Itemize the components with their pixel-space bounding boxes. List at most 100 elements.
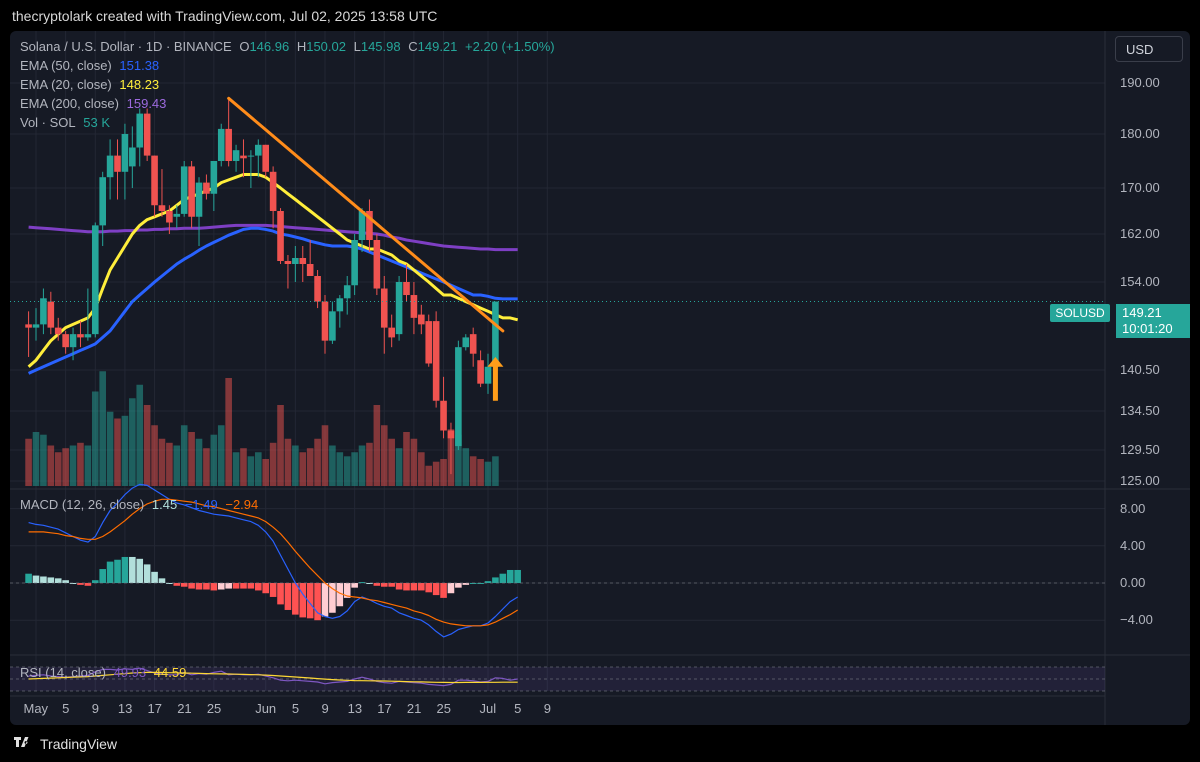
candle-body	[440, 400, 447, 431]
date-tick-label: 17	[147, 701, 163, 716]
candle-body	[255, 144, 262, 156]
candle-body	[484, 366, 492, 384]
symbol-price-tag: SOLUSD	[1050, 304, 1110, 322]
volume-bar	[143, 405, 151, 486]
volume-bar	[306, 448, 314, 486]
macd-histogram-bar	[499, 573, 507, 583]
macd-signal-line	[28, 498, 519, 627]
volume-bar	[314, 438, 321, 486]
candle-body	[121, 134, 129, 172]
volume-value: 53 K	[83, 115, 111, 130]
low-value: 145.98	[360, 39, 401, 54]
candle-body	[284, 261, 292, 264]
date-tick-label: 9	[91, 701, 99, 716]
macd-histogram-bar	[25, 573, 32, 583]
macd-histogram-bar	[395, 583, 403, 590]
macd-histogram-bar	[69, 583, 77, 584]
rsi-line	[28, 667, 518, 687]
candle-body	[388, 327, 395, 338]
chart-canvas[interactable]	[10, 31, 1190, 725]
macd-signal-value: −2.94	[225, 497, 259, 512]
macd-histogram-bar	[343, 583, 351, 598]
macd-histogram-bar	[388, 583, 395, 587]
candle-body	[380, 288, 388, 328]
macd-histogram-bar	[54, 578, 62, 583]
volume-bar	[180, 425, 188, 486]
volume-legend[interactable]: Vol · SOL 53 K	[20, 115, 114, 130]
volume-bar	[321, 425, 329, 486]
candle-body	[106, 155, 114, 178]
volume-bar	[151, 425, 158, 486]
volume-bar	[462, 448, 470, 486]
macd-histogram-bar	[129, 556, 136, 583]
date-tick-label: 9	[321, 701, 329, 716]
macd-histogram-bar	[403, 583, 410, 591]
volume-bar	[432, 461, 440, 486]
rsi-ma-value: 44.59	[153, 665, 187, 680]
close-value: 149.21	[417, 39, 458, 54]
volume-bar	[84, 445, 92, 486]
macd-histogram-bar	[210, 583, 218, 591]
volume-bar	[40, 434, 47, 486]
macd-hist-value: 1.45	[151, 497, 178, 512]
volume-bar	[129, 398, 136, 486]
candle-body	[62, 334, 69, 348]
macd-histogram-bar	[455, 583, 462, 588]
candle-body	[143, 113, 151, 156]
macd-histogram-bar	[166, 583, 173, 584]
macd-histogram-bar	[277, 583, 284, 605]
price-tick-label: 162.00	[1120, 226, 1160, 241]
candle-body	[269, 171, 277, 211]
candle-body	[432, 321, 440, 401]
candle-body	[292, 258, 299, 264]
chart-frame[interactable]: Solana / U.S. Dollar · 1D · BINANCE O146…	[10, 31, 1190, 725]
candle-body	[469, 334, 477, 354]
chart-credit: thecryptolark created with TradingView.c…	[12, 8, 438, 24]
macd-histogram-bar	[336, 583, 344, 607]
candle-body	[203, 182, 210, 194]
macd-histogram-bar	[114, 559, 121, 583]
volume-bar	[217, 425, 225, 486]
macd-histogram-bar	[47, 577, 55, 583]
macd-histogram-bar	[269, 583, 277, 597]
candle-body	[99, 177, 106, 226]
candle-body	[158, 205, 166, 211]
close-label: C	[408, 39, 418, 54]
volume-bar	[173, 445, 181, 486]
volume-bar	[166, 442, 173, 486]
macd-histogram-bar	[40, 576, 47, 583]
candle-body	[477, 360, 484, 384]
price-tick-label: 180.00	[1120, 126, 1160, 141]
macd-histogram-bar	[506, 569, 514, 583]
ema20-legend[interactable]: EMA (20, close) 148.23	[20, 77, 163, 92]
rsi-legend[interactable]: RSI (14, close) 49.93 44.59	[20, 665, 190, 680]
macd-tick-label: 4.00	[1120, 537, 1146, 553]
high-value: 150.02	[306, 39, 346, 54]
price-tick-label: 170.00	[1120, 180, 1160, 195]
price-tick-label: 140.50	[1120, 362, 1160, 377]
price-tick-label: 154.00	[1120, 274, 1160, 289]
volume-bar	[210, 434, 218, 486]
volume-bar	[492, 456, 499, 486]
volume-bar	[69, 445, 77, 486]
volume-bar	[262, 459, 270, 486]
candle-body	[25, 324, 32, 328]
volume-bar	[121, 415, 129, 486]
date-tick-label: 9	[543, 701, 552, 716]
ema200-legend[interactable]: EMA (200, close) 159.43	[20, 96, 170, 111]
volume-bar	[455, 434, 462, 486]
volume-bar	[388, 438, 395, 486]
macd-histogram-bar	[380, 583, 388, 587]
candle-body	[173, 213, 181, 217]
macd-tick-label: 8.00	[1120, 500, 1146, 516]
macd-legend[interactable]: MACD (12, 26, close) 1.45 −1.49 −2.94	[20, 497, 262, 512]
macd-tick-label: 0.00	[1120, 575, 1146, 590]
candle-body	[343, 285, 351, 299]
macd-histogram-bar	[217, 583, 225, 590]
footer: TradingView	[12, 736, 117, 752]
currency-button[interactable]: USD	[1115, 36, 1183, 62]
volume-bar	[484, 461, 492, 486]
candle-body	[114, 155, 121, 172]
macd-histogram-bar	[514, 569, 521, 583]
ema50-legend[interactable]: EMA (50, close) 151.38	[20, 58, 163, 73]
